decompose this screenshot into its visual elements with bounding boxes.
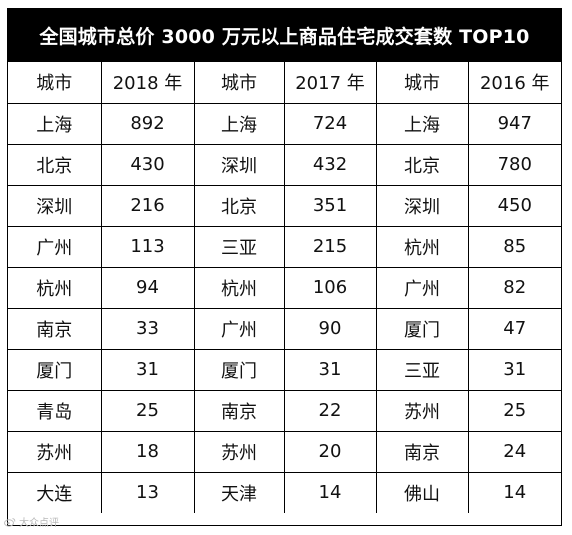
- cell-city: 三亚: [375, 348, 469, 391]
- watermark-text: 大众点评: [19, 518, 59, 529]
- cell-count: 25: [100, 389, 195, 432]
- cell-city: 深圳: [8, 184, 102, 227]
- cell-city: 苏州: [375, 389, 469, 432]
- cell-city: 佛山: [375, 471, 469, 513]
- cell-count: 20: [283, 430, 377, 473]
- cell-city: 上海: [8, 102, 102, 145]
- cell-count: 33: [100, 307, 195, 350]
- cell-city: 厦门: [193, 348, 285, 391]
- cell-count: 22: [283, 389, 377, 432]
- cell-city: 苏州: [193, 430, 285, 473]
- cell-city: 深圳: [375, 184, 469, 227]
- cell-count: 106: [283, 266, 377, 309]
- cell-count: 113: [100, 225, 195, 268]
- table-row: 南京 33 广州 90 厦门 47: [8, 307, 561, 350]
- cell-city: 厦门: [8, 348, 102, 391]
- cell-city: 杭州: [193, 266, 285, 309]
- cell-city: 北京: [193, 184, 285, 227]
- cell-count: 31: [467, 348, 561, 391]
- cell-count: 947: [467, 102, 561, 145]
- cell-city: 天津: [193, 471, 285, 513]
- cell-count: 82: [467, 266, 561, 309]
- cell-city: 广州: [375, 266, 469, 309]
- header-cell-city-2016: 城市: [375, 62, 469, 104]
- cell-city: 厦门: [375, 307, 469, 350]
- cell-count: 724: [283, 102, 377, 145]
- cell-count: 31: [100, 348, 195, 391]
- cell-city: 北京: [8, 143, 102, 186]
- header-cell-2018: 2018 年: [100, 62, 195, 104]
- header-cell-city-2018: 城市: [8, 62, 102, 104]
- cell-city: 上海: [375, 102, 469, 145]
- cell-count: 24: [467, 430, 561, 473]
- watermark: 大众点评: [4, 514, 59, 529]
- cell-count: 25: [467, 389, 561, 432]
- cell-count: 780: [467, 143, 561, 186]
- cell-city: 南京: [375, 430, 469, 473]
- cell-count: 47: [467, 307, 561, 350]
- cell-count: 90: [283, 307, 377, 350]
- cell-count: 85: [467, 225, 561, 268]
- table-row: 上海 892 上海 724 上海 947: [8, 102, 561, 145]
- cell-count: 215: [283, 225, 377, 268]
- cell-city: 上海: [193, 102, 285, 145]
- table-row: 杭州 94 杭州 106 广州 82: [8, 266, 561, 309]
- table-row: 大连 13 天津 14 佛山 14: [8, 471, 561, 513]
- table-row: 厦门 31 厦门 31 三亚 31: [8, 348, 561, 391]
- cell-count: 430: [100, 143, 195, 186]
- cell-count: 351: [283, 184, 377, 227]
- cell-city: 杭州: [375, 225, 469, 268]
- cell-count: 892: [100, 102, 195, 145]
- cell-count: 14: [283, 471, 377, 513]
- cell-city: 三亚: [193, 225, 285, 268]
- table-row: 广州 113 三亚 215 杭州 85: [8, 225, 561, 268]
- cell-city: 广州: [8, 225, 102, 268]
- table-row: 苏州 18 苏州 20 南京 24: [8, 430, 561, 473]
- cell-city: 广州: [193, 307, 285, 350]
- cell-count: 94: [100, 266, 195, 309]
- cell-count: 432: [283, 143, 377, 186]
- header-cell-city-2017: 城市: [193, 62, 285, 104]
- cell-city: 大连: [8, 471, 102, 513]
- header-cell-2017: 2017 年: [283, 62, 377, 104]
- cell-city: 杭州: [8, 266, 102, 309]
- cell-city: 南京: [8, 307, 102, 350]
- cell-count: 450: [467, 184, 561, 227]
- table-row: 青岛 25 南京 22 苏州 25: [8, 389, 561, 432]
- table-frame: 全国城市总价 3000 万元以上商品住宅成交套数 TOP10 城市 2018 年…: [7, 8, 562, 526]
- cell-city: 深圳: [193, 143, 285, 186]
- cell-city: 南京: [193, 389, 285, 432]
- header-row: 城市 2018 年 城市 2017 年 城市 2016 年: [8, 62, 561, 104]
- table-row: 深圳 216 北京 351 深圳 450: [8, 184, 561, 227]
- cell-count: 18: [100, 430, 195, 473]
- data-table: 城市 2018 年 城市 2017 年 城市 2016 年 上海 892 上海 …: [8, 62, 561, 513]
- cell-count: 13: [100, 471, 195, 513]
- cell-city: 苏州: [8, 430, 102, 473]
- header-cell-2016: 2016 年: [467, 62, 561, 104]
- cell-city: 青岛: [8, 389, 102, 432]
- cell-count: 31: [283, 348, 377, 391]
- weibo-logo-icon: [4, 517, 16, 527]
- cell-count: 14: [467, 471, 561, 513]
- cell-city: 北京: [375, 143, 469, 186]
- cell-count: 216: [100, 184, 195, 227]
- table-row: 北京 430 深圳 432 北京 780: [8, 143, 561, 186]
- table-title: 全国城市总价 3000 万元以上商品住宅成交套数 TOP10: [8, 9, 561, 62]
